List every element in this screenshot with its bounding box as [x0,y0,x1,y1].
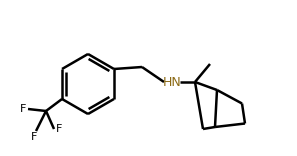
Text: F: F [56,124,62,134]
Text: F: F [20,104,26,114]
Text: F: F [31,132,37,142]
Text: HN: HN [163,76,181,88]
